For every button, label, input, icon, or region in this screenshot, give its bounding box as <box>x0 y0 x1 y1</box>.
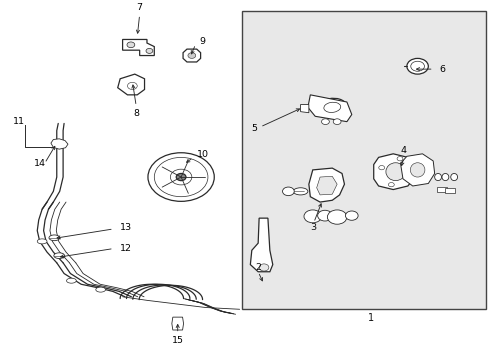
Circle shape <box>176 174 185 181</box>
Polygon shape <box>51 139 68 149</box>
Polygon shape <box>250 218 272 272</box>
Text: 6: 6 <box>439 64 445 73</box>
Text: 4: 4 <box>400 146 406 155</box>
Ellipse shape <box>441 174 448 181</box>
Bar <box>436 187 446 192</box>
Ellipse shape <box>385 163 405 181</box>
Text: 9: 9 <box>199 37 205 46</box>
Circle shape <box>146 48 153 53</box>
Circle shape <box>317 210 331 221</box>
Circle shape <box>259 264 268 271</box>
Polygon shape <box>183 49 200 62</box>
Text: 13: 13 <box>120 223 132 232</box>
Text: 2: 2 <box>255 263 261 272</box>
Circle shape <box>304 210 321 223</box>
Text: 15: 15 <box>171 336 183 345</box>
Text: 11: 11 <box>13 117 25 126</box>
Circle shape <box>332 119 340 125</box>
Circle shape <box>378 166 384 170</box>
Circle shape <box>321 119 329 125</box>
Circle shape <box>406 58 427 74</box>
Text: 10: 10 <box>196 150 208 159</box>
Circle shape <box>170 169 191 185</box>
Ellipse shape <box>96 287 105 292</box>
Ellipse shape <box>317 98 346 116</box>
Circle shape <box>127 82 137 90</box>
Text: 14: 14 <box>34 159 45 168</box>
Circle shape <box>387 183 393 187</box>
Text: 12: 12 <box>120 244 132 253</box>
Polygon shape <box>308 168 344 202</box>
Circle shape <box>127 42 135 48</box>
Ellipse shape <box>293 188 307 195</box>
Text: 8: 8 <box>133 109 139 118</box>
Polygon shape <box>300 104 308 113</box>
Text: 5: 5 <box>251 124 257 133</box>
Circle shape <box>406 174 412 178</box>
Circle shape <box>327 210 346 224</box>
Circle shape <box>282 187 294 195</box>
Circle shape <box>345 211 357 220</box>
Text: 7: 7 <box>136 3 142 12</box>
Ellipse shape <box>49 235 60 240</box>
Ellipse shape <box>54 253 64 258</box>
Polygon shape <box>171 317 183 330</box>
Circle shape <box>154 157 207 197</box>
Ellipse shape <box>66 278 76 283</box>
Circle shape <box>187 53 195 58</box>
Polygon shape <box>316 176 336 195</box>
Ellipse shape <box>409 163 424 177</box>
Circle shape <box>396 157 402 161</box>
Circle shape <box>148 153 214 201</box>
Bar <box>445 188 454 193</box>
Polygon shape <box>122 40 154 55</box>
Polygon shape <box>400 154 434 186</box>
Ellipse shape <box>434 174 441 181</box>
Ellipse shape <box>37 239 47 244</box>
Polygon shape <box>307 95 351 122</box>
Bar <box>242 11 485 309</box>
Text: 1: 1 <box>367 313 374 323</box>
Ellipse shape <box>450 174 457 181</box>
Text: 3: 3 <box>310 223 316 232</box>
Circle shape <box>410 61 424 71</box>
Polygon shape <box>373 154 414 190</box>
Polygon shape <box>118 74 144 95</box>
Ellipse shape <box>323 102 340 112</box>
